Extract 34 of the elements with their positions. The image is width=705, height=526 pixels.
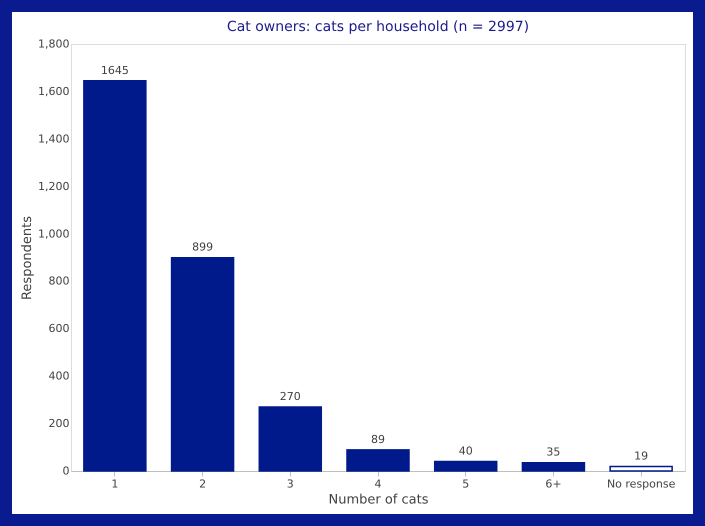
x-tick-label: No response: [606, 478, 676, 490]
y-tick-label: 600: [48, 322, 70, 336]
y-tick-label: 400: [48, 370, 70, 383]
y-tick-label: 0: [62, 464, 70, 478]
x-tick-label: 4: [374, 478, 382, 490]
bar: [346, 449, 410, 472]
chart-title: Cat owners: cats per household (n = 2997): [226, 19, 530, 35]
bar: [522, 462, 586, 472]
data-label: 35: [546, 446, 560, 459]
bar: [83, 80, 147, 472]
x-tick-label: 1: [111, 478, 118, 490]
x-tick-label: 5: [462, 478, 470, 490]
x-tick-label: 6+: [545, 478, 562, 490]
y-axis-title: Respondents: [20, 216, 36, 300]
x-tick-label: 3: [286, 478, 294, 490]
data-label: 40: [458, 444, 473, 458]
y-tick-label: 800: [48, 274, 70, 288]
data-label: 1645: [100, 64, 129, 77]
data-label: 899: [192, 240, 214, 254]
bar: [258, 406, 322, 472]
x-tick-label: 2: [199, 478, 206, 490]
data-label: 89: [371, 432, 385, 446]
y-tick-label: 1,000: [38, 227, 70, 240]
data-label: 270: [280, 390, 301, 403]
bar: [170, 256, 234, 472]
bar: [609, 466, 673, 472]
x-axis-title: Number of cats: [328, 492, 429, 508]
y-tick-label: 1,800: [38, 38, 70, 50]
y-tick-label: 200: [48, 417, 70, 430]
data-label: 19: [634, 449, 648, 462]
bar: [434, 460, 498, 472]
y-tick-label: 1,600: [38, 84, 70, 98]
y-tick-label: 1,200: [38, 180, 70, 193]
y-tick-label: 1,400: [38, 132, 70, 146]
